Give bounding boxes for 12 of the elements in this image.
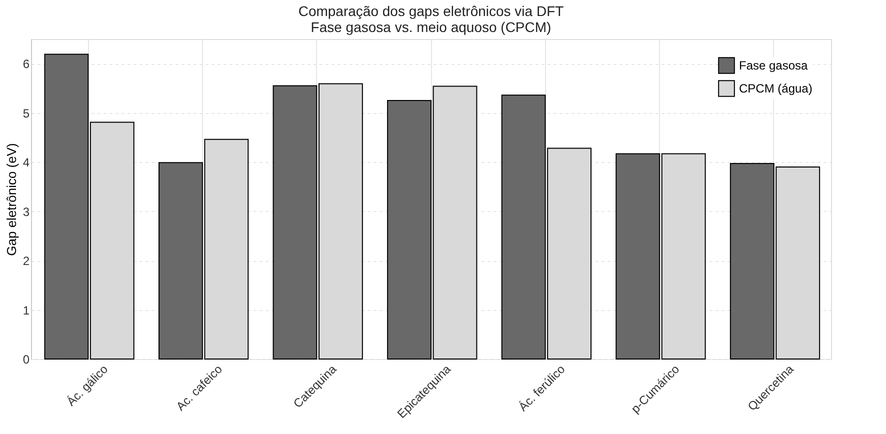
y-tick-label: 1 xyxy=(22,303,30,318)
y-axis-title: Gap eletrônico (eV) xyxy=(4,143,19,256)
chart-subtitle: Fase gasosa vs. meio aquoso (CPCM) xyxy=(310,19,552,35)
y-tick-label: 4 xyxy=(22,156,30,170)
y-tick-label: 3 xyxy=(22,204,30,219)
y-tick-label: 6 xyxy=(22,57,30,72)
y-tick-label: 5 xyxy=(22,106,30,120)
y-tick-label: 0 xyxy=(22,352,30,366)
y-tick-label: 2 xyxy=(22,254,30,268)
chart-title: Comparação dos gaps eletrônicos via DFT xyxy=(298,3,564,19)
legend-label: Fase gasosa xyxy=(739,58,808,72)
legend-label: CPCM (água) xyxy=(739,82,812,96)
